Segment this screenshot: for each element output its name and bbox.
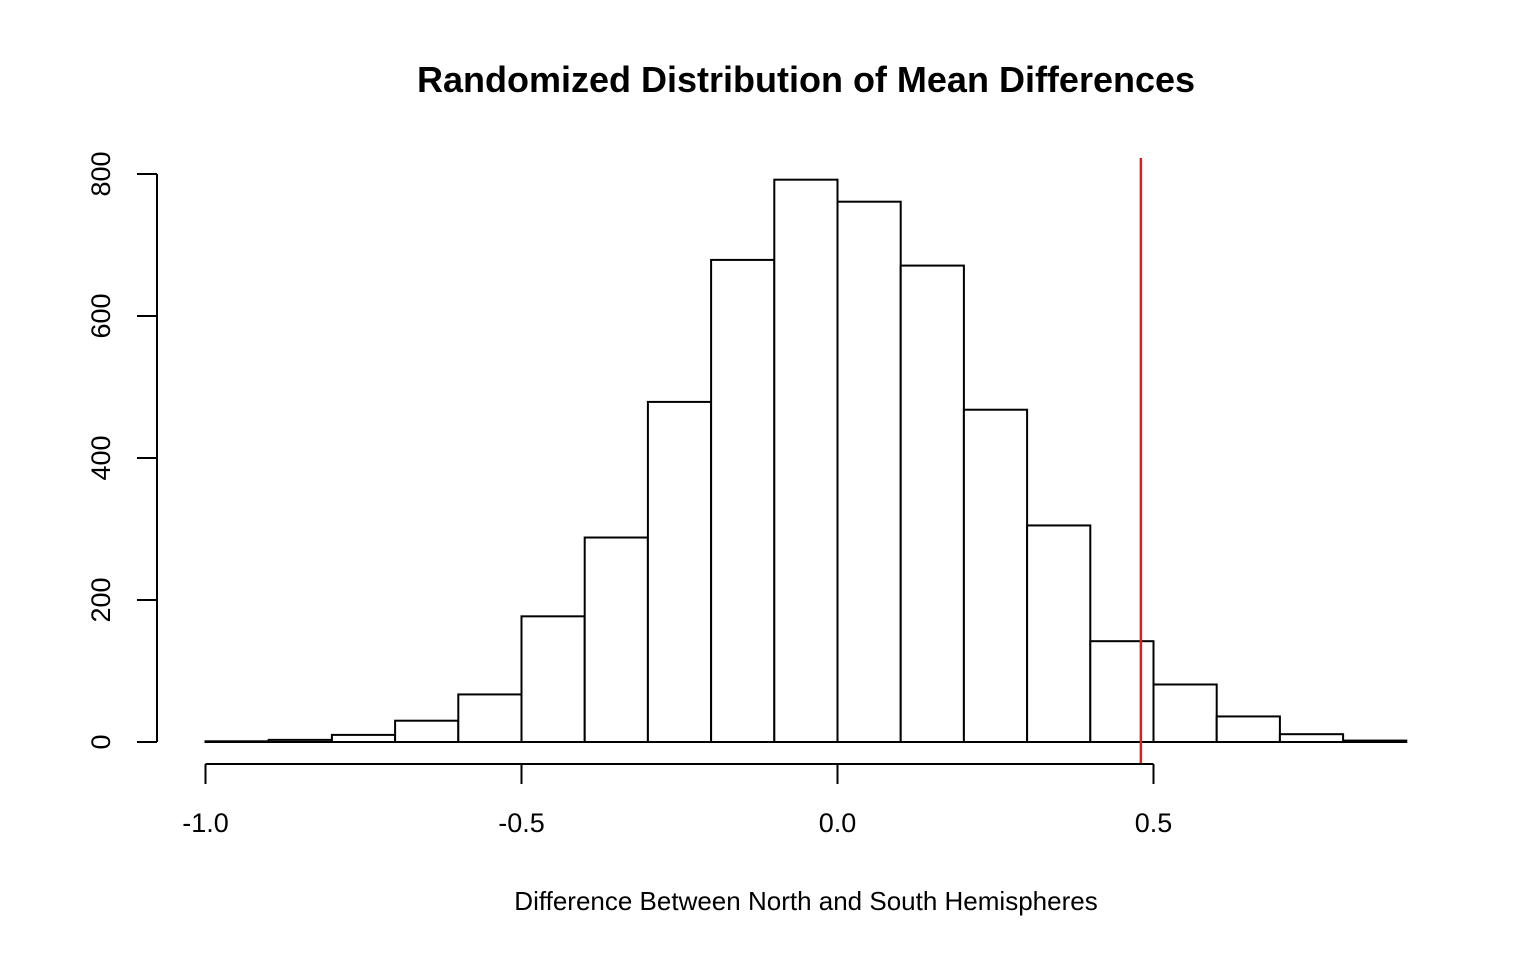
- x-tick-label: -1.0: [182, 808, 229, 838]
- y-tick-label: 600: [86, 293, 116, 338]
- histogram-bar: [899, 264, 965, 743]
- chart-title: Randomized Distribution of Mean Differen…: [417, 59, 1195, 100]
- histogram-bar: [457, 693, 523, 743]
- x-axis: -1.0 -0.5 0.0 0.5: [182, 763, 1173, 838]
- histogram-bar: [1026, 524, 1092, 744]
- x-tick-label: 0.5: [1135, 808, 1173, 838]
- histogram-bar: [583, 536, 649, 744]
- histogram-bar: [773, 178, 839, 743]
- histogram-bar: [267, 738, 333, 743]
- histogram-bar: [1342, 739, 1408, 744]
- y-tick-label: 800: [86, 151, 116, 196]
- y-axis: 0 200 400 600 800: [86, 151, 158, 750]
- histogram-bar: [394, 719, 460, 744]
- histogram-bar: [520, 615, 586, 744]
- histogram-bar: [1152, 683, 1218, 743]
- y-tick-label: 200: [86, 577, 116, 622]
- histogram-bar: [204, 740, 270, 743]
- histogram-bar: [962, 408, 1029, 743]
- y-tick-label: 0: [86, 734, 116, 749]
- x-tick-label: 0.0: [819, 808, 857, 838]
- histogram-bars: [204, 178, 1408, 744]
- histogram-bar: [1278, 733, 1345, 744]
- histogram-bar: [710, 258, 776, 743]
- histogram-bar: [646, 400, 713, 743]
- histogram-bar: [1089, 640, 1155, 743]
- x-axis-label: Difference Between North and South Hemis…: [514, 886, 1097, 916]
- histogram-bar: [836, 200, 902, 743]
- histogram-bar: [1215, 715, 1281, 744]
- histogram-bar: [330, 733, 397, 744]
- y-tick-label: 400: [86, 435, 116, 480]
- x-tick-label: -0.5: [498, 808, 545, 838]
